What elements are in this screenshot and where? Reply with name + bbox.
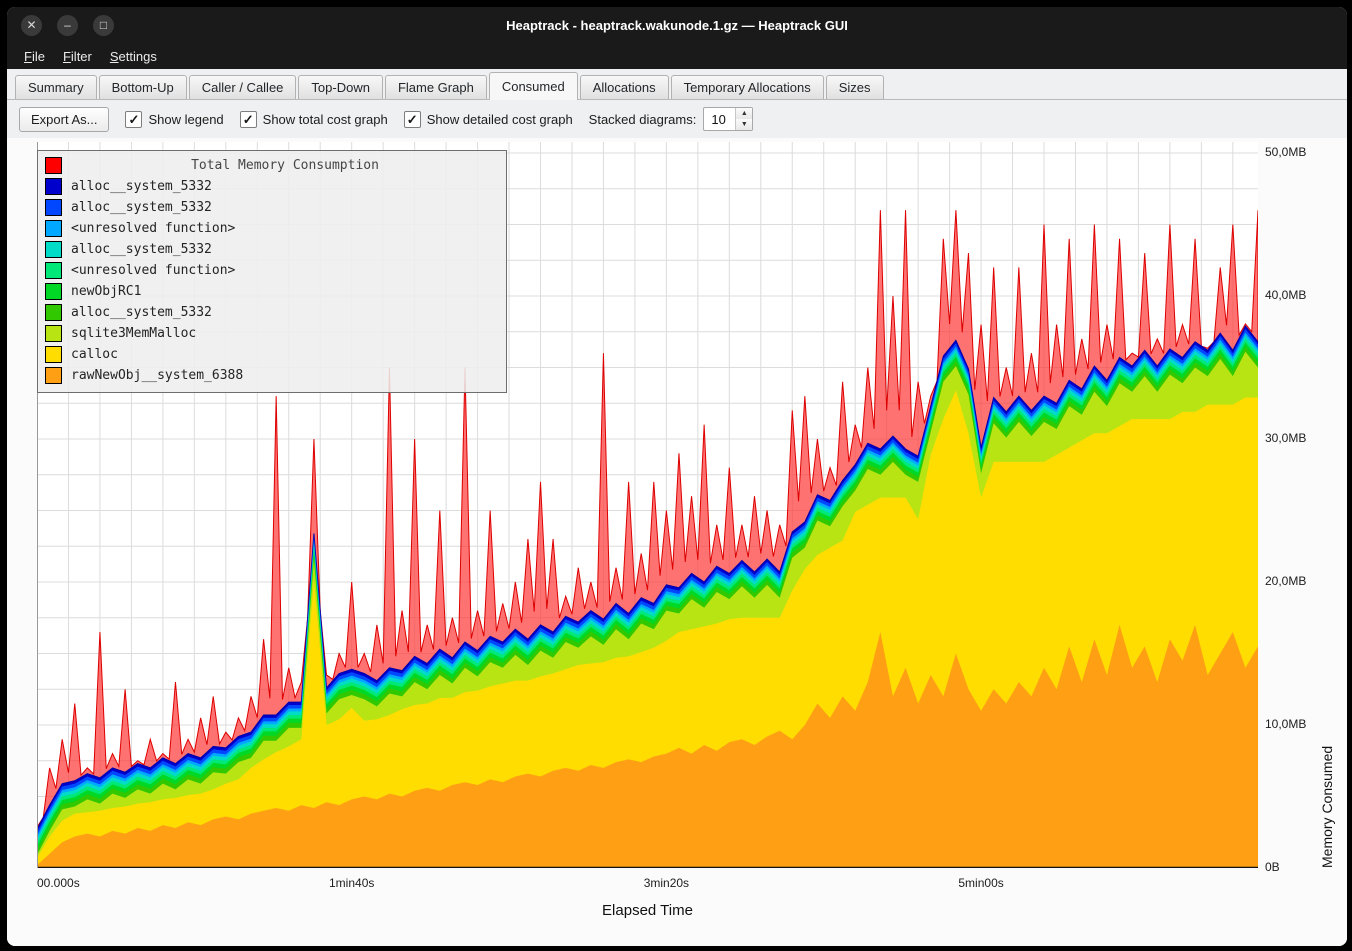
stacked-diagrams-spinbox[interactable]: 10 ▲ ▼ — [703, 107, 754, 131]
tabbar: Summary Bottom-Up Caller / Callee Top-Down F… — [7, 69, 1347, 100]
tab-consumed[interactable]: Consumed — [488, 72, 578, 100]
checkbox-label: Show detailed cost graph — [426, 111, 573, 127]
legend-swatch — [45, 157, 62, 174]
legend-row: newObjRC1 — [38, 281, 506, 302]
menu-settings[interactable]: Settings — [109, 48, 157, 64]
legend-row: calloc — [38, 344, 506, 365]
legend-swatch — [45, 283, 62, 300]
y-tick-label: 20,0MB — [1265, 574, 1307, 588]
legend-label: alloc__system_5332 — [71, 179, 212, 194]
maximize-icon[interactable]: □ — [93, 14, 114, 36]
legend-label: rawNewObj__system_6388 — [71, 368, 244, 383]
legend-label: <unresolved function> — [71, 221, 236, 236]
menubar: File Filter Settings — [7, 43, 1347, 69]
legend-row: rawNewObj__system_6388 — [38, 365, 506, 386]
window-buttons: ✕ – □ — [7, 14, 114, 36]
checkbox-label: Show total cost graph — [262, 111, 388, 127]
spin-down-icon[interactable]: ▼ — [736, 119, 753, 130]
legend-swatch — [45, 325, 62, 342]
legend-label: calloc — [71, 347, 118, 362]
spin-up-icon[interactable]: ▲ — [736, 108, 753, 119]
stacked-diagrams-label: Stacked diagrams: — [588, 111, 697, 127]
legend-row: alloc__system_5332 — [38, 176, 506, 197]
legend-row: alloc__system_5332 — [38, 197, 506, 218]
legend-swatch — [45, 178, 62, 195]
legend-label: sqlite3MemMalloc — [71, 326, 197, 341]
legend-row: Total Memory Consumption — [38, 155, 506, 176]
legend-label: <unresolved function> — [71, 263, 236, 278]
legend-swatch — [45, 220, 62, 237]
legend-row: sqlite3MemMalloc — [38, 323, 506, 344]
chart-legend: Total Memory Consumption alloc__system_53… — [37, 150, 507, 393]
x-axis-title: Elapsed Time — [602, 902, 693, 919]
legend-title: Total Memory Consumption — [191, 158, 379, 173]
x-tick-label: 5min00s — [958, 876, 1004, 890]
legend-swatch — [45, 199, 62, 216]
legend-label: alloc__system_5332 — [71, 305, 212, 320]
x-tick-label: 1min40s — [329, 876, 375, 890]
close-icon[interactable]: ✕ — [21, 14, 42, 36]
legend-swatch — [45, 367, 62, 384]
y-tick-label: 10,0MB — [1265, 717, 1307, 731]
y-tick-label: 0B — [1265, 860, 1280, 874]
legend-label: alloc__system_5332 — [71, 242, 212, 257]
checkbox-box[interactable]: ✓ — [125, 110, 143, 128]
y-tick-label: 40,0MB — [1265, 288, 1307, 302]
y-tick-label: 50,0MB — [1265, 145, 1307, 159]
window-title: Heaptrack - heaptrack.wakunode.1.gz — He… — [506, 17, 848, 33]
y-axis-title: Memory Consumed — [1319, 745, 1335, 868]
legend-swatch — [45, 241, 62, 258]
chart-region: Total Memory Consumption alloc__system_53… — [7, 138, 1347, 946]
tab-top-down[interactable]: Top-Down — [298, 75, 383, 99]
checkbox-label: Show legend — [148, 111, 224, 127]
legend-swatch — [45, 304, 62, 321]
checkbox-show-detailed-cost-graph[interactable]: ✓ Show detailed cost graph — [403, 110, 573, 128]
x-tick-label: 3min20s — [643, 876, 690, 890]
tab-flame-graph[interactable]: Flame Graph — [384, 75, 487, 99]
checkbox-show-legend[interactable]: ✓ Show legend — [125, 110, 224, 128]
tab-summary[interactable]: Summary — [15, 75, 97, 99]
stacked-diagrams-value[interactable]: 10 — [711, 111, 726, 127]
x-tick-label: 00.000s — [37, 876, 80, 890]
consumed-chart-svg — [37, 142, 1258, 868]
tab-caller-callee[interactable]: Caller / Callee — [188, 75, 297, 99]
toolbar: Export As... ✓ Show legend ✓ Show total cos… — [7, 100, 1347, 138]
minimize-icon[interactable]: – — [57, 14, 78, 36]
checkbox-show-total-cost-graph[interactable]: ✓ Show total cost graph — [239, 110, 388, 128]
y-tick-label: 30,0MB — [1265, 431, 1307, 445]
stacked-diagrams-group: Stacked diagrams: 10 ▲ ▼ — [589, 107, 754, 131]
legend-row: <unresolved function> — [38, 218, 506, 239]
tab-bottom-up[interactable]: Bottom-Up — [98, 75, 187, 99]
checkbox-box[interactable]: ✓ — [403, 110, 421, 128]
tab-allocations[interactable]: Allocations — [579, 75, 669, 99]
tab-sizes[interactable]: Sizes — [825, 75, 884, 99]
titlebar: ✕ – □ Heaptrack - heaptrack.wakunode.1.gz … — [7, 7, 1347, 43]
spin-buttons: ▲ ▼ — [735, 108, 753, 130]
app-window: ✕ – □ Heaptrack - heaptrack.wakunode.1.gz … — [6, 6, 1348, 947]
tab-temporary-allocations[interactable]: Temporary Allocations — [670, 75, 824, 99]
legend-row: alloc__system_5332 — [38, 239, 506, 260]
legend-swatch — [45, 262, 62, 279]
legend-label: newObjRC1 — [71, 284, 142, 299]
legend-label: alloc__system_5332 — [71, 200, 212, 215]
export-as-button[interactable]: Export As... — [19, 106, 110, 132]
checkbox-box[interactable]: ✓ — [239, 110, 257, 128]
series-rawnewobj-system-6388 — [37, 624, 1258, 868]
menu-file[interactable]: File — [24, 48, 45, 64]
plot-area[interactable]: Total Memory Consumption alloc__system_53… — [37, 142, 1258, 868]
legend-swatch — [45, 346, 62, 363]
legend-row: <unresolved function> — [38, 260, 506, 281]
menu-filter[interactable]: Filter — [62, 48, 92, 64]
legend-row: alloc__system_5332 — [38, 302, 506, 323]
